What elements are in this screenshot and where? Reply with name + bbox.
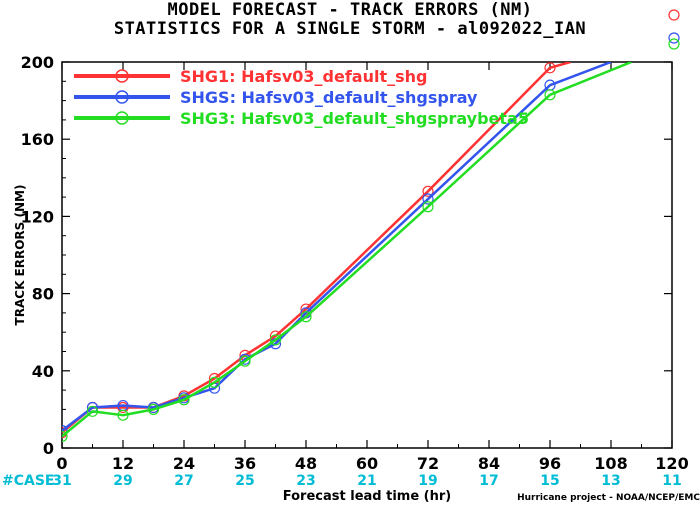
- x-tick-label: 48: [295, 454, 317, 473]
- case-count: 21: [357, 473, 376, 489]
- y-tick-label: 80: [32, 285, 54, 304]
- x-tick-label: 84: [478, 454, 500, 473]
- case-count: 29: [113, 473, 132, 489]
- series-point: [117, 409, 129, 421]
- x-tick-label: 60: [356, 454, 378, 473]
- y-tick-label: 160: [21, 130, 54, 149]
- series-3: [62, 62, 632, 443]
- case-count: 25: [235, 473, 254, 489]
- x-axis-ticks: 0 12 24 36 48 60 72 84 96 108 120: [56, 62, 689, 473]
- case-count: 17: [479, 473, 498, 489]
- legend-marker: [115, 90, 129, 104]
- series-point: [208, 376, 221, 388]
- case-counts: 31 29 27 25 23 21 19 17 15 13 11: [52, 473, 681, 489]
- chart-subtitle: STATISTICS FOR A SINGLE STORM - al092022…: [113, 19, 587, 39]
- series-point: [62, 430, 68, 443]
- series-point: [147, 403, 160, 415]
- case-count: 13: [601, 473, 620, 489]
- series-point: [422, 201, 434, 213]
- x-tick-label: 72: [417, 454, 439, 473]
- chart-title: MODEL FORECAST - TRACK ERRORS (NM): [167, 0, 533, 20]
- y-tick-label: 0: [43, 439, 54, 458]
- credit-text: Hurricane project - NOAA/NCEP/EMC: [517, 493, 700, 503]
- case-count: 15: [540, 473, 559, 489]
- x-tick-label: 24: [173, 454, 195, 473]
- case-count: 19: [418, 473, 437, 489]
- series-point: [178, 394, 190, 406]
- case-count: 31: [52, 473, 71, 489]
- x-axis-label: Forecast lead time (hr): [283, 489, 451, 504]
- legend-label: SHGS: Hafsv03_default_shgspray: [180, 88, 478, 107]
- y-tick-label: 120: [21, 207, 54, 226]
- x-tick-label: 0: [56, 454, 67, 473]
- series-point: [62, 425, 68, 437]
- x-tick-label: 12: [112, 454, 134, 473]
- legend-marker: [115, 69, 129, 83]
- y-tick-label: 200: [21, 53, 54, 72]
- legend-label: SHG1: Hafsv03_default_shg: [180, 67, 427, 86]
- series-point: [239, 355, 251, 367]
- case-count: 23: [296, 473, 315, 489]
- series-point: [86, 405, 99, 417]
- corner-legend-marker-blue: [668, 32, 680, 44]
- case-label: #CASE: [2, 473, 55, 489]
- x-tick-label: 36: [234, 454, 256, 473]
- series-point: [422, 185, 434, 197]
- corner-legend-marker-green: [668, 38, 680, 50]
- x-tick-label: 120: [655, 454, 688, 473]
- series-layer: [62, 62, 632, 443]
- legend: SHG1: Hafsv03_default_shg SHGS: Hafsv03_d…: [74, 67, 529, 128]
- series-point: [544, 62, 556, 74]
- series-point: [422, 193, 434, 205]
- case-count: 11: [662, 473, 681, 489]
- series-point: [269, 334, 282, 346]
- series-point: [544, 89, 556, 101]
- y-axis-label: TRACK ERRORS (NM): [13, 185, 27, 326]
- x-tick-label: 96: [539, 454, 561, 473]
- legend-label: SHG3: Hafsv03_default_shgspraybeta5: [180, 109, 529, 128]
- x-tick-label: 108: [594, 454, 627, 473]
- y-axis-ticks: 0 40 80 120 160 200: [21, 53, 672, 458]
- corner-legend-marker-red: [668, 9, 680, 21]
- legend-marker: [115, 111, 129, 125]
- case-count: 27: [174, 473, 193, 489]
- series-point: [300, 311, 312, 323]
- y-tick-label: 40: [32, 362, 54, 381]
